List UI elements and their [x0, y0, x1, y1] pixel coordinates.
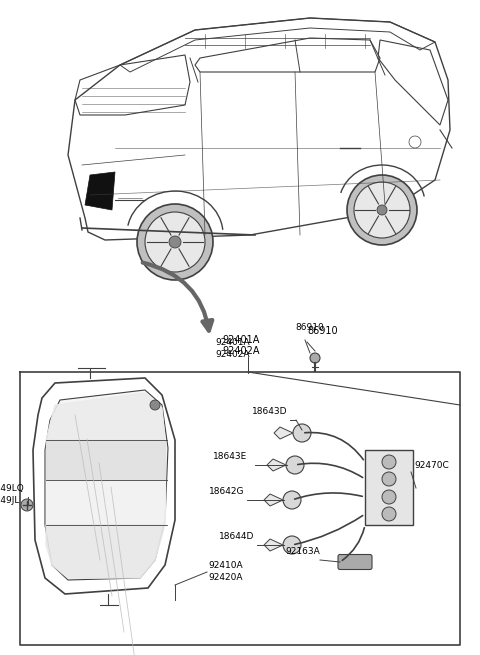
Circle shape	[286, 456, 304, 474]
Text: 92420A: 92420A	[208, 573, 242, 582]
Circle shape	[145, 212, 205, 272]
Polygon shape	[264, 539, 283, 551]
Circle shape	[150, 400, 160, 410]
Circle shape	[347, 175, 417, 245]
Polygon shape	[274, 427, 293, 439]
Text: 86910: 86910	[307, 326, 337, 336]
Text: 92402A: 92402A	[215, 350, 250, 359]
Circle shape	[377, 205, 387, 215]
FancyBboxPatch shape	[365, 450, 413, 525]
Circle shape	[310, 353, 320, 363]
FancyBboxPatch shape	[338, 555, 372, 569]
Text: 86910: 86910	[295, 323, 324, 332]
Polygon shape	[46, 440, 165, 480]
Circle shape	[293, 424, 311, 442]
Text: 92402A: 92402A	[222, 346, 260, 356]
Text: 18643D: 18643D	[252, 407, 287, 416]
Text: 92470C: 92470C	[414, 461, 449, 470]
Circle shape	[21, 499, 33, 511]
FancyArrowPatch shape	[143, 263, 212, 331]
Text: 18642G: 18642G	[208, 487, 244, 496]
Text: 92163A: 92163A	[285, 547, 320, 556]
Polygon shape	[267, 459, 286, 471]
Text: 92410A: 92410A	[208, 561, 242, 570]
Circle shape	[382, 455, 396, 469]
Text: 18644D: 18644D	[218, 532, 254, 541]
Polygon shape	[46, 480, 165, 525]
Polygon shape	[85, 172, 115, 210]
Circle shape	[137, 204, 213, 280]
Text: 92401A: 92401A	[222, 335, 259, 345]
Polygon shape	[46, 525, 165, 578]
Text: 18643E: 18643E	[213, 452, 247, 461]
Polygon shape	[45, 390, 168, 580]
Circle shape	[382, 507, 396, 521]
Circle shape	[382, 490, 396, 504]
Circle shape	[283, 536, 301, 554]
Polygon shape	[264, 494, 283, 506]
Text: 92401A: 92401A	[215, 338, 250, 347]
Polygon shape	[46, 393, 165, 440]
Circle shape	[283, 491, 301, 509]
Circle shape	[382, 472, 396, 486]
Text: 1249JL: 1249JL	[0, 496, 20, 505]
Circle shape	[169, 236, 181, 248]
Text: 1249LQ: 1249LQ	[0, 484, 25, 493]
Circle shape	[354, 182, 410, 238]
